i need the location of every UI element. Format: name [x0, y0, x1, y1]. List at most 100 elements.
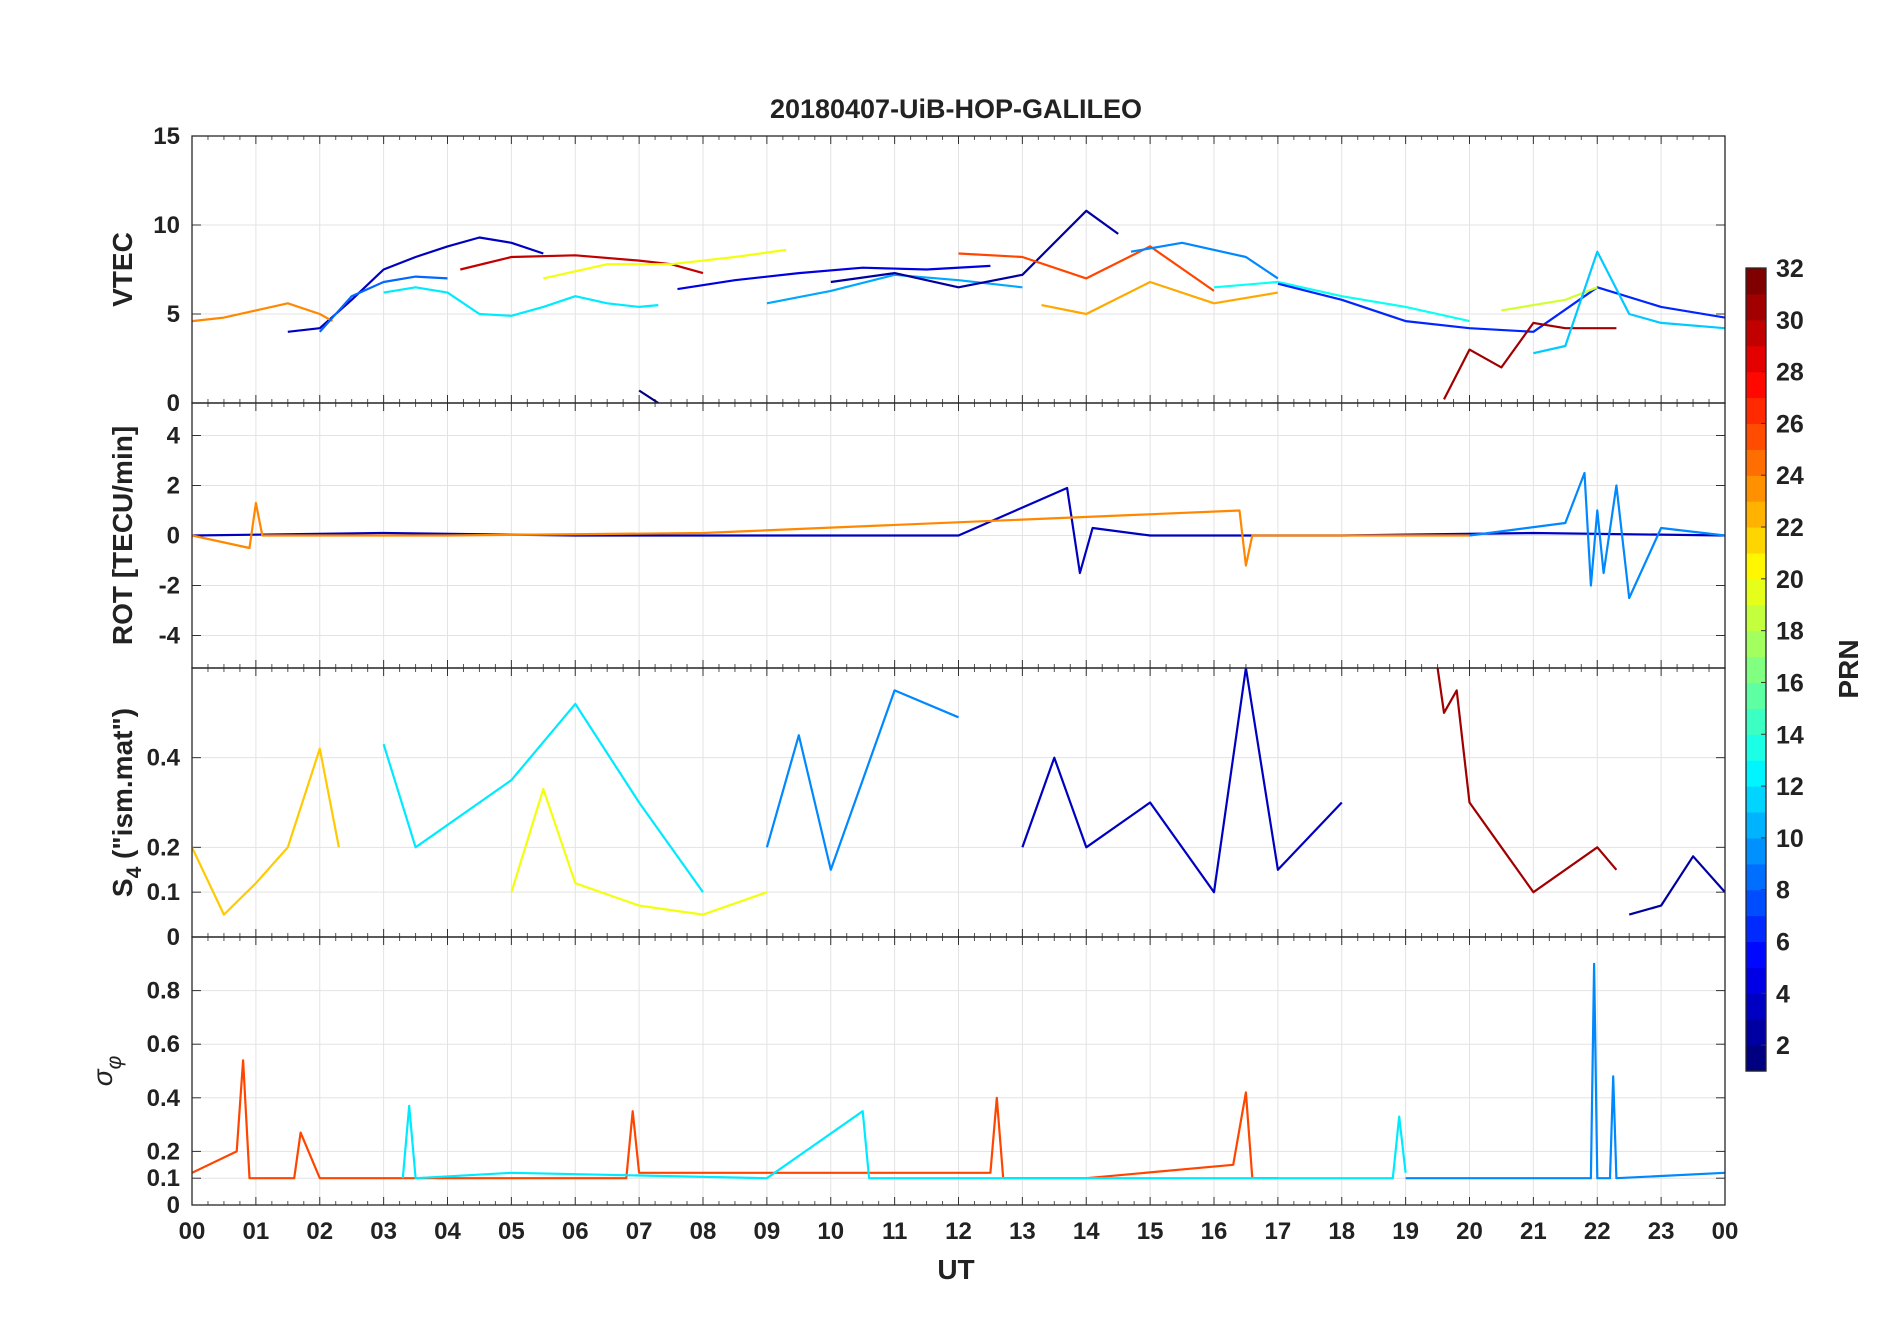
x-tick-label: 09	[754, 1218, 781, 1245]
x-tick-label: 14	[1073, 1218, 1100, 1245]
y-tick-label: 10	[153, 212, 180, 239]
colorbar-segment	[1746, 682, 1766, 709]
colorbar-segment	[1746, 734, 1766, 761]
colorbar-tick-label: 18	[1776, 618, 1804, 646]
x-tick-label: 20	[1456, 1218, 1483, 1245]
colorbar-tick-label: 26	[1776, 410, 1804, 438]
colorbar-tick-label: 8	[1776, 877, 1790, 905]
y-axis-label: S4 ("ism.mat")	[107, 708, 146, 897]
y-tick-label: 0.2	[147, 834, 180, 861]
series-line: PRN 9	[1405, 962, 1725, 1180]
series-line: PRN 30	[460, 254, 704, 275]
y-tick-label: 15	[153, 123, 180, 150]
x-tick-label: 03	[370, 1218, 397, 1245]
panel-VTEC: 051015PRN 3PRN 24PRN 8PRN 12PRN 30PRN 20…	[107, 123, 1726, 417]
colorbar-segment	[1746, 811, 1766, 839]
y-tick-label: -4	[159, 623, 181, 650]
x-tick-label: 07	[626, 1218, 653, 1245]
y-tick-label: 0.1	[147, 1165, 180, 1192]
y-tick-label: 5	[167, 301, 180, 328]
colorbar-tick-label: 2	[1776, 1032, 1790, 1060]
colorbar-segment	[1746, 889, 1766, 917]
series-line: PRN 1	[638, 389, 659, 403]
colorbar-label: PRN	[1833, 639, 1864, 698]
x-tick-label: 01	[243, 1218, 270, 1245]
colorbar-tick-label: 20	[1776, 566, 1804, 594]
y-tick-label: 0.4	[147, 745, 181, 772]
series-group: PRN 3PRN 24PRN 9	[192, 471, 1725, 600]
series-line: PRN 6	[1277, 282, 1725, 333]
series-line: PRN 12	[383, 286, 659, 317]
colorbar-segment	[1746, 552, 1766, 580]
colorbar-segment	[1746, 319, 1766, 347]
series-line: PRN 13	[1213, 280, 1470, 323]
y-tick-label: 0	[167, 390, 180, 417]
colorbar-segment	[1746, 1045, 1766, 1072]
y-tick-label: 0	[167, 523, 180, 550]
series-line: PRN 9	[1130, 241, 1279, 280]
colorbar-tick-label: 24	[1776, 462, 1804, 490]
colorbar-segment	[1746, 604, 1766, 632]
series-line: PRN 2	[1628, 855, 1725, 916]
colorbar-segment	[1746, 268, 1766, 295]
x-tick-label: 21	[1520, 1218, 1547, 1245]
series-group: PRN 22 PRN 12PRN 20PRN 9 PRN 3 PRN 31PRN 2	[192, 668, 1725, 916]
x-axis-label: UT	[937, 1254, 974, 1285]
x-tick-label: 04	[434, 1218, 461, 1245]
colorbar-segment	[1746, 656, 1766, 684]
x-tick-label: 11	[882, 1218, 907, 1245]
chart-title: 20180407-UiB-HOP-GALILEO	[770, 94, 1142, 124]
series-line: PRN 24	[192, 302, 334, 323]
x-axis: 00 01 02 03 04 05 06 07 08 09 10 11 12 13 14 15 16 17 18 19…	[179, 1218, 1739, 1245]
colorbar-segment	[1746, 371, 1766, 399]
x-tick-label: 18	[1328, 1218, 1355, 1245]
y-tick-label: 0.6	[147, 1031, 180, 1058]
y-axis-label: σφ	[87, 1055, 126, 1086]
panel-sigma_phi: 00.10.2 0.4 0.6 0.8 PRN 26PRN 12PRN 9 σφ	[87, 936, 1726, 1219]
colorbar-segment	[1746, 993, 1766, 1020]
colorbar-segment	[1746, 1019, 1766, 1046]
x-tick-label: 13	[1009, 1218, 1036, 1245]
colorbar-tick-label: 28	[1776, 359, 1804, 387]
series-group: PRN 3PRN 24PRN 8PRN 12PRN 30PRN 20PRN 4P…	[192, 209, 1725, 403]
colorbar-segment	[1746, 475, 1766, 502]
x-tick-label: 15	[1137, 1218, 1164, 1245]
colorbar-segment	[1746, 630, 1766, 658]
x-tick-label: 00	[1712, 1218, 1739, 1245]
colorbar-frame	[1745, 267, 1767, 1072]
y-tick-label: 0.8	[147, 978, 180, 1005]
x-tick-label: 05	[498, 1218, 525, 1245]
x-tick-label: 10	[817, 1218, 844, 1245]
colorbar-segment	[1746, 967, 1766, 994]
y-tick-label: 0.2	[147, 1138, 180, 1165]
series-line: PRN 19	[1501, 286, 1598, 312]
panel-ROT: -4 -2 0 2 4 PRN 3PRN 24PRN 9 ROT [TECU/min]	[107, 402, 1726, 669]
x-tick-label: 00	[179, 1218, 206, 1245]
colorbar-segment	[1746, 345, 1766, 373]
colorbar-segment	[1746, 578, 1766, 606]
y-tick-label: 0.4	[147, 1085, 181, 1112]
colorbar-segment	[1746, 863, 1766, 891]
y-tick-label: 0.1	[147, 879, 180, 906]
colorbar-tick-label: 10	[1776, 825, 1804, 853]
series-line: PRN 8	[318, 275, 448, 333]
colorbar-segment	[1746, 423, 1766, 450]
x-tick-label: 19	[1392, 1218, 1419, 1245]
y-axis-label: ROT [TECU/min]	[107, 426, 138, 645]
y-axis-label: VTEC	[107, 232, 138, 307]
x-tick-label: 06	[562, 1218, 589, 1245]
colorbar-segment	[1746, 293, 1766, 321]
series-line: PRN 9	[1469, 471, 1725, 600]
colorbar-tick-label: 4	[1776, 980, 1790, 1008]
colorbar-tick-label: 22	[1776, 514, 1804, 542]
colorbar-segment	[1746, 837, 1766, 865]
series-line: PRN 2	[830, 209, 1119, 289]
colorbar-segment	[1746, 708, 1766, 735]
series-line: PRN 26	[958, 245, 1215, 292]
series-line: PRN 3	[1021, 668, 1343, 894]
y-tick-label: 0	[167, 924, 180, 951]
y-tick-label: -2	[159, 573, 180, 600]
series-line: PRN 11	[1533, 250, 1725, 355]
